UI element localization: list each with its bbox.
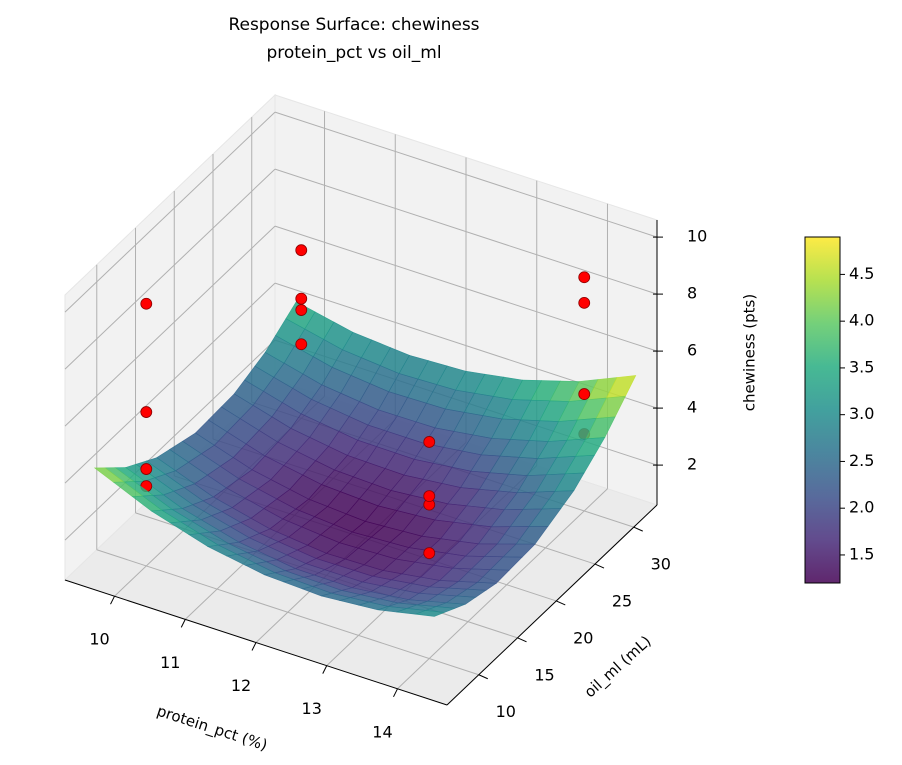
y-tick-label: 30: [651, 555, 671, 574]
colorbar-tick-label: 3.0: [849, 404, 874, 423]
y-tick: [594, 563, 605, 569]
z-tick-label: 10: [687, 227, 707, 246]
colorbar-tick-label: 2.5: [849, 451, 874, 470]
x-tick: [180, 619, 186, 628]
x-tick: [393, 688, 398, 698]
x-tick-label: 14: [372, 722, 392, 741]
chart-subtitle: protein_pct vs oil_ml: [266, 43, 441, 63]
data-point: [578, 296, 591, 309]
grid-line: [64, 111, 276, 313]
colorbar-tick-label: 2.0: [849, 498, 874, 517]
z-tick-label: 2: [687, 455, 697, 474]
grid-line: [64, 168, 276, 370]
data-point: [423, 547, 436, 559]
data-point: [140, 406, 153, 418]
y-tick: [478, 674, 488, 680]
data-point: [140, 297, 153, 310]
x-tick: [251, 642, 257, 651]
y-tick-label: 20: [573, 628, 593, 647]
x-tick-label: 11: [160, 653, 180, 672]
data-point: [423, 436, 436, 448]
x-tick: [322, 665, 328, 674]
surface-patch: [415, 610, 445, 617]
data-point: [423, 490, 436, 502]
y-tick: [633, 526, 643, 532]
x-axis-label: protein_pct (%): [154, 702, 269, 756]
axis-line: [64, 579, 448, 706]
x-tick: [110, 595, 115, 605]
grid-line: [274, 168, 658, 295]
data-point: [578, 271, 591, 284]
data-point: [140, 463, 153, 475]
colorbar-tick-label: 4.0: [849, 311, 874, 330]
y-tick: [517, 637, 527, 643]
z-axis-label: chewiness (pts): [741, 294, 759, 411]
chart-title: Response Surface: chewiness: [228, 15, 479, 35]
axis-line: [446, 504, 658, 706]
y-tick-label: 25: [612, 592, 632, 611]
data-point: [578, 388, 591, 400]
y-tick-label: 10: [496, 702, 516, 721]
colorbar-tick-label: 3.5: [849, 357, 874, 376]
data-point: [295, 338, 308, 351]
data-point: [295, 304, 308, 316]
grid-line: [274, 225, 658, 352]
x-tick-label: 10: [89, 630, 109, 649]
data-point: [295, 244, 308, 257]
grid-line: [96, 549, 479, 676]
grid-line: [274, 111, 658, 238]
x-tick-label: 13: [302, 699, 322, 718]
colorbar-tick-label: 4.5: [849, 264, 874, 283]
z-tick-label: 8: [687, 284, 697, 303]
colorbar: [804, 236, 841, 584]
data-point: [295, 292, 308, 305]
z-tick-label: 4: [687, 398, 697, 417]
grid-line: [64, 282, 276, 484]
colorbar-tick-label: 1.5: [849, 544, 874, 563]
z-tick-label: 6: [687, 341, 697, 360]
x-tick-label: 12: [231, 676, 251, 695]
y-tick-label: 15: [534, 665, 554, 684]
grid-line: [397, 488, 608, 690]
y-tick: [556, 600, 566, 606]
grid-line: [64, 339, 276, 541]
grid-line: [64, 225, 276, 427]
